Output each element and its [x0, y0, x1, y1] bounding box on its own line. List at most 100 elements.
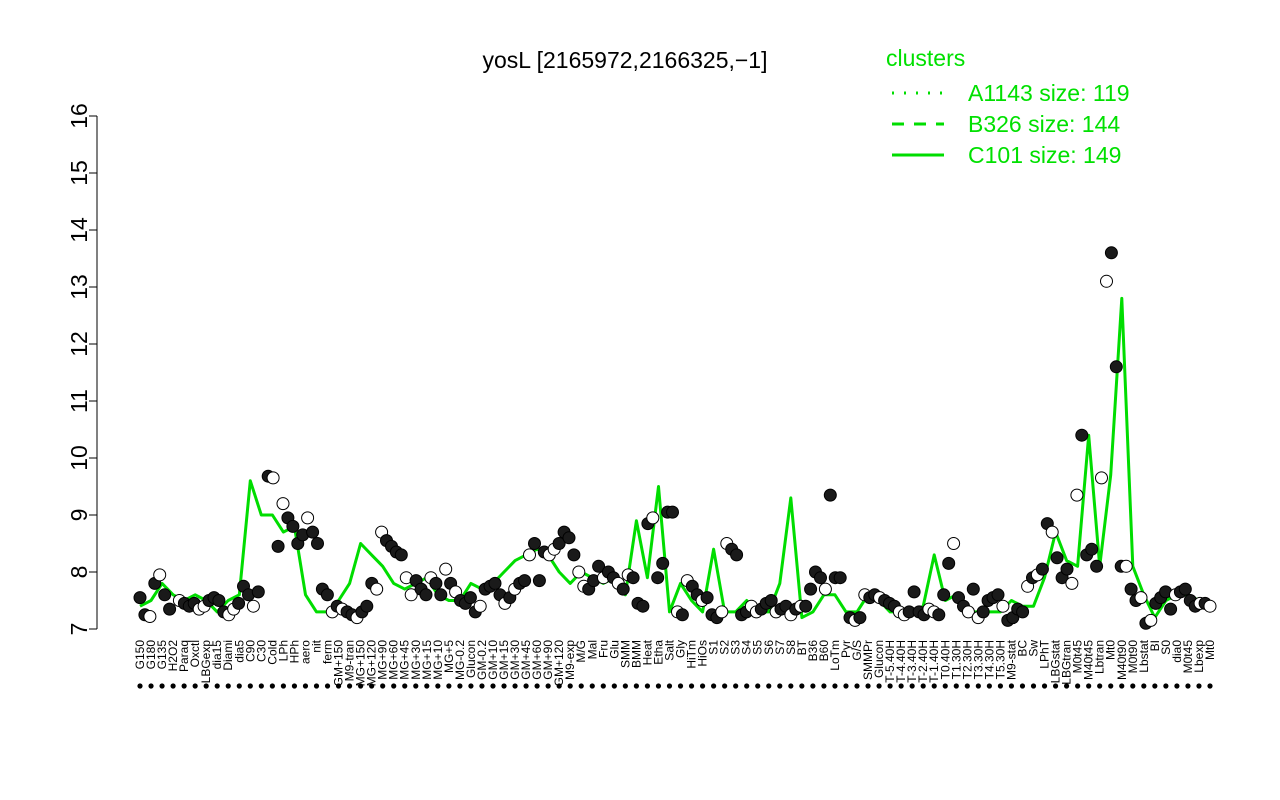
x-tick-label: T0.40H	[938, 640, 952, 679]
x-tick-mark	[898, 683, 904, 689]
x-tick-label: HiTm	[685, 640, 699, 669]
x-tick-mark	[369, 683, 375, 689]
data-point	[991, 588, 1005, 602]
x-tick-mark	[523, 683, 529, 689]
x-tick-label: S5	[751, 640, 765, 655]
data-point	[429, 576, 443, 590]
x-tick-label: LBGstat	[1049, 639, 1063, 683]
x-tick-mark	[291, 683, 298, 689]
data-point	[1119, 559, 1133, 573]
data-point	[616, 582, 630, 596]
x-tick-label: S8	[784, 640, 798, 655]
data-point	[1203, 599, 1217, 613]
x-tick-mark	[688, 683, 695, 689]
data-point	[434, 588, 448, 602]
data-point	[394, 548, 408, 562]
x-tick-mark	[512, 683, 518, 689]
x-tick-mark	[324, 683, 331, 689]
x-tick-mark	[1075, 683, 1081, 689]
data-point	[286, 519, 300, 533]
x-tick-label: GM+150	[332, 640, 346, 687]
x-tick-label: MG+120	[365, 640, 379, 687]
data-point	[532, 574, 546, 588]
x-tick-mark	[1141, 683, 1147, 689]
x-tick-label: ferm	[321, 640, 335, 664]
x-tick-label: T5.30H	[993, 640, 1007, 679]
data-point	[488, 576, 502, 590]
x-tick-mark	[545, 683, 551, 689]
x-tick-label: M40t45	[1082, 640, 1096, 680]
data-point	[700, 591, 714, 605]
x-tick-mark	[435, 683, 441, 689]
y-tick-label: 8	[66, 566, 92, 579]
x-tick-mark	[622, 683, 628, 689]
x-tick-label: M40t90	[1115, 640, 1129, 680]
data-point	[1070, 488, 1084, 502]
x-tick-mark	[302, 683, 309, 689]
legend-title: clusters	[886, 45, 965, 71]
x-tick-mark	[865, 683, 871, 689]
x-tick-label: C90	[243, 640, 257, 662]
x-tick-mark	[380, 683, 386, 689]
data-point	[320, 588, 334, 602]
data-point	[1124, 582, 1138, 596]
x-tick-mark	[214, 683, 220, 689]
data-point	[907, 585, 921, 599]
data-point	[966, 582, 980, 596]
y-tick-label: 7	[66, 623, 92, 636]
y-tick-label: 12	[66, 331, 92, 357]
x-tick-mark	[600, 683, 606, 689]
legend-label: C101 size: 149	[968, 142, 1121, 168]
x-tick-label: S3	[729, 640, 743, 655]
x-tick-mark	[909, 683, 915, 689]
data-point	[266, 471, 280, 485]
data-point	[804, 582, 818, 596]
x-tick-mark	[744, 683, 750, 689]
x-tick-label: LPh	[276, 640, 290, 661]
x-tick-label: S7	[773, 640, 787, 655]
data-point	[133, 591, 147, 605]
x-tick-label: M0t45	[1181, 640, 1195, 674]
data-point	[439, 562, 453, 576]
y-tick-label: 13	[66, 274, 92, 300]
x-tick-mark	[711, 683, 717, 689]
data-point	[646, 511, 660, 525]
data-point	[942, 556, 956, 570]
x-tick-label: BC	[1015, 640, 1029, 657]
series-line	[139, 296, 1211, 620]
x-tick-mark	[1063, 683, 1070, 689]
x-tick-mark	[192, 683, 198, 689]
x-tick-label: nit	[309, 639, 323, 652]
x-tick-label: MG+60	[387, 640, 401, 680]
data-point	[528, 537, 541, 550]
x-tick-label: G/S	[850, 640, 864, 661]
x-tick-mark	[964, 683, 970, 689]
data-point	[370, 582, 384, 596]
x-tick-label: T-4.40H	[894, 640, 908, 683]
x-tick-label: S2	[718, 640, 732, 655]
x-tick-mark	[633, 683, 639, 689]
x-tick-mark	[1030, 683, 1037, 689]
x-tick-mark	[677, 683, 684, 689]
data-point	[301, 511, 315, 525]
x-tick-label: Heat	[640, 639, 654, 665]
x-tick-mark	[137, 683, 143, 689]
legend-label: B326 size: 144	[968, 111, 1120, 137]
data-point	[937, 588, 951, 602]
x-tick-mark	[501, 683, 507, 689]
x-tick-mark	[1207, 683, 1213, 689]
x-tick-mark	[942, 683, 948, 689]
x-tick-label: GM+90	[541, 640, 555, 680]
x-tick-mark	[699, 683, 706, 689]
x-tick-mark	[843, 683, 849, 689]
data-point	[1144, 613, 1158, 627]
x-tick-label: GM-0.2	[475, 640, 489, 680]
x-tick-mark	[589, 683, 595, 689]
x-tick-mark	[413, 683, 419, 689]
x-tick-label: T-3.40H	[905, 640, 919, 683]
x-tick-label: BI	[1148, 640, 1162, 651]
x-tick-mark	[258, 683, 264, 689]
x-tick-label: BMM	[629, 640, 643, 668]
x-tick-label: G180	[144, 640, 158, 670]
data-point	[1035, 562, 1049, 576]
